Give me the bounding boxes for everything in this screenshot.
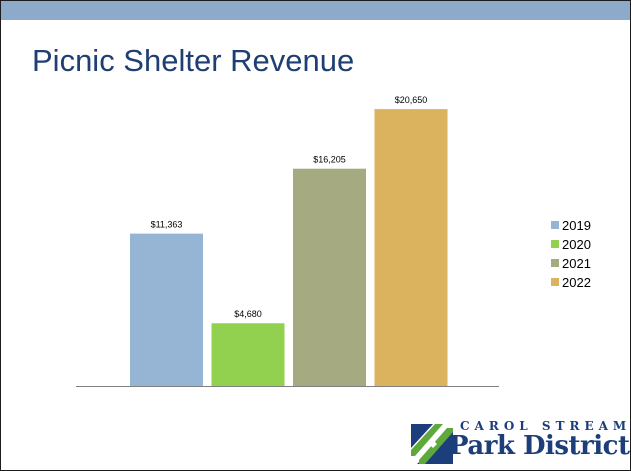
logo-mark-icon [411, 424, 453, 464]
legend-swatch-2021 [551, 259, 559, 267]
data-label-2022: $20,650 [395, 95, 428, 105]
bar-2021 [293, 168, 366, 386]
legend-swatch-2019 [551, 221, 559, 229]
bar-2019 [130, 233, 203, 386]
bar-2022 [374, 109, 448, 387]
legend-swatch-2022 [551, 278, 559, 286]
header-band [1, 1, 630, 20]
legend-label-2022: 2022 [562, 275, 591, 290]
legend-label-2019: 2019 [562, 218, 591, 233]
data-label-2019: $11,363 [151, 220, 183, 230]
park-district-logo: CAROL STREAM Park District [409, 415, 631, 467]
legend-swatch-2020 [551, 240, 559, 248]
logo-text-bottom: Park District [449, 431, 630, 461]
data-label-2021: $16,205 [313, 155, 346, 165]
data-label-2020: $4,680 [234, 309, 262, 319]
logo-text-top: CAROL STREAM [460, 419, 631, 433]
bar-2020 [211, 323, 285, 386]
slide-title: Picnic Shelter Revenue [32, 43, 355, 78]
legend-label-2020: 2020 [562, 237, 591, 252]
legend-label-2021: 2021 [562, 256, 591, 271]
